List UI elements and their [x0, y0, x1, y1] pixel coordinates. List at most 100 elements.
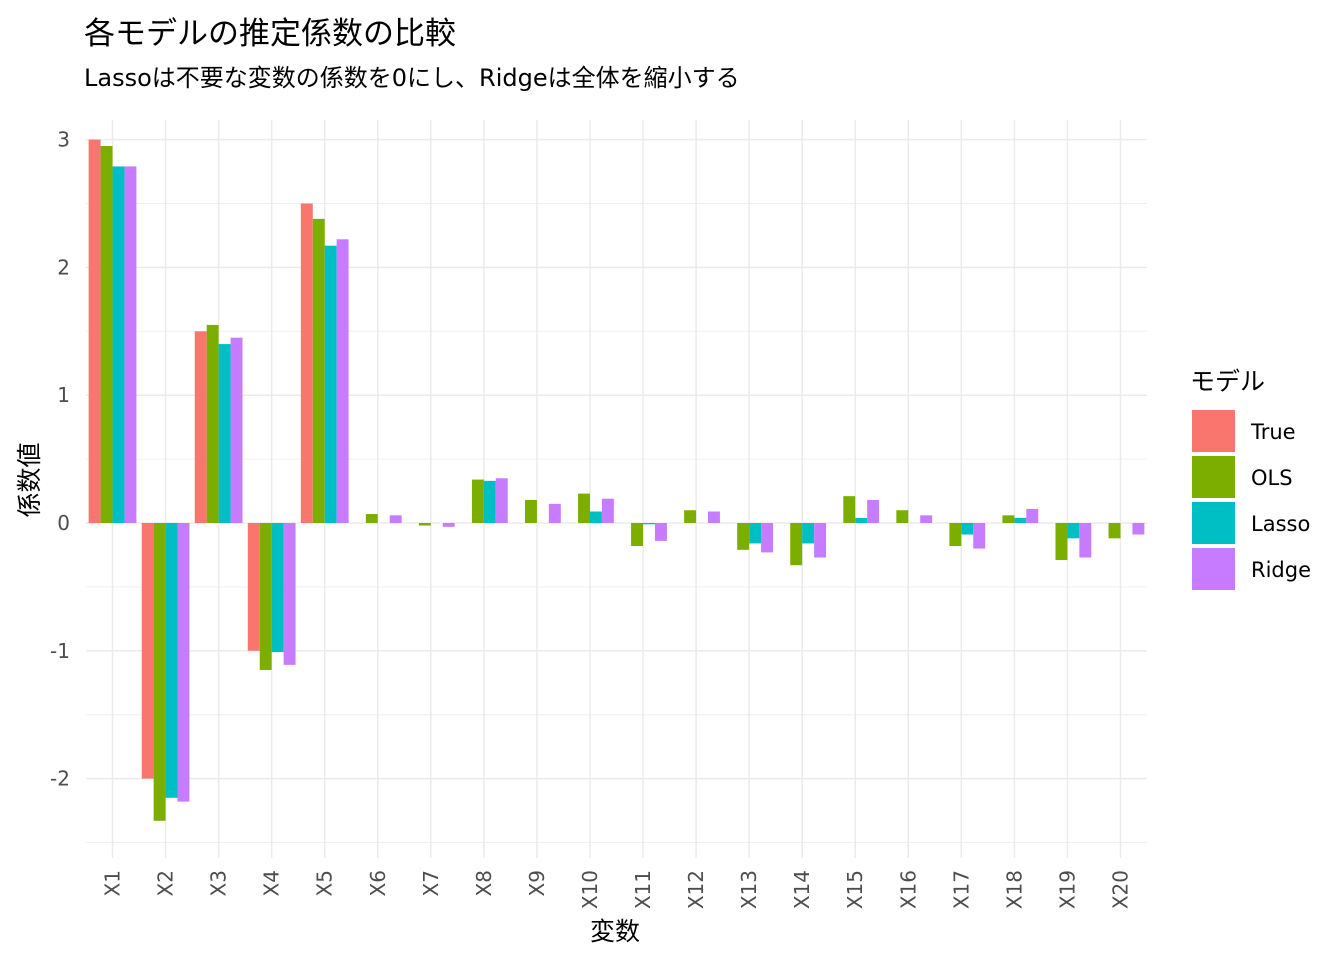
bar-lasso — [271, 523, 284, 653]
x-tick-label: X18 — [1002, 870, 1026, 909]
x-tick-label: X20 — [1108, 870, 1132, 909]
bar-ridge — [708, 511, 720, 523]
x-tick-label: X13 — [737, 870, 761, 909]
x-tick-label: X7 — [419, 870, 443, 896]
bar-true — [141, 523, 154, 779]
x-tick-label: X10 — [578, 870, 602, 909]
bar-ols — [100, 145, 113, 524]
bar-ols — [1002, 515, 1015, 523]
bar-ridge — [761, 523, 773, 553]
bar-ridge — [177, 523, 190, 802]
x-axis-label: 変数 — [590, 917, 640, 946]
bar-ols — [312, 218, 325, 523]
legend-label: Lasso — [1251, 512, 1310, 536]
legend-label: Ridge — [1251, 558, 1311, 582]
legend-swatch — [1192, 410, 1235, 452]
bar-true — [247, 523, 260, 651]
bar-ridge — [442, 523, 455, 527]
bars — [88, 139, 1145, 821]
bar-lasso — [1067, 523, 1080, 539]
x-tick-label: X9 — [525, 870, 549, 896]
x-tick-label: X1 — [101, 870, 125, 896]
legend-swatch — [1192, 502, 1235, 544]
bar-ridge — [920, 515, 933, 523]
bar-ols — [259, 523, 272, 670]
bar-ols — [684, 510, 697, 523]
bar-ols — [949, 523, 962, 547]
bar-lasso — [218, 344, 231, 523]
bar-ridge — [230, 337, 243, 523]
bar-lasso — [165, 523, 178, 798]
bar-ols — [418, 523, 431, 526]
x-tick-label: X11 — [631, 870, 655, 909]
legend-swatch — [1192, 456, 1235, 498]
x-tick-label: X12 — [684, 870, 708, 909]
bar-lasso — [802, 523, 815, 544]
bar-lasso — [1014, 517, 1027, 523]
y-axis: -2 -1 0 1 2 3 — [50, 128, 70, 791]
bar-lasso — [643, 523, 655, 525]
bar-lasso — [749, 523, 762, 544]
bar-ridge — [389, 515, 402, 523]
bar-ridge — [124, 166, 137, 524]
x-tick-label: X2 — [154, 870, 178, 896]
bar-ols — [365, 514, 378, 523]
bar-ols — [153, 523, 166, 821]
legend-swatch — [1192, 548, 1235, 590]
x-tick-label: X14 — [790, 870, 814, 909]
bar-ridge — [548, 503, 561, 523]
x-tick-label: X3 — [207, 870, 231, 896]
x-tick-label: X16 — [896, 870, 920, 909]
bar-ridge — [283, 523, 296, 665]
bar-ols — [1055, 523, 1068, 561]
bar-ridge — [1079, 523, 1092, 558]
bar-lasso — [589, 511, 602, 523]
x-tick-label: X6 — [366, 870, 390, 896]
bar-ols — [524, 499, 537, 523]
chart-title: 各モデルの推定係数の比較 — [84, 16, 456, 52]
bar-lasso — [961, 523, 974, 535]
legend-label: OLS — [1251, 466, 1293, 490]
bar-ridge — [1026, 508, 1039, 523]
x-tick-label: X15 — [843, 870, 867, 909]
bar-ols — [578, 493, 590, 523]
bar-lasso — [112, 166, 125, 524]
x-tick-label: X5 — [313, 870, 337, 896]
bar-true — [194, 331, 207, 523]
y-tick-label: 3 — [57, 128, 70, 152]
y-tick-label: -1 — [50, 639, 70, 663]
bar-ols — [206, 324, 219, 523]
bar-true — [88, 139, 101, 523]
bar-ridge — [973, 523, 986, 549]
bar-ridge — [495, 478, 508, 523]
bar-ols — [1108, 523, 1121, 539]
y-axis-label: 係数値 — [15, 442, 44, 517]
x-tick-label: X19 — [1055, 870, 1079, 909]
legend: モデル True OLS Lasso Ridge — [1190, 367, 1311, 590]
bar-ridge — [336, 239, 349, 523]
x-tick-label: X8 — [472, 870, 496, 896]
bar-lasso — [324, 245, 337, 523]
bar-ols — [896, 510, 909, 523]
y-tick-label: 0 — [57, 511, 70, 535]
x-tick-label: X4 — [260, 870, 284, 896]
bar-ridge — [867, 499, 880, 523]
chart-subtitle: Lassoは不要な変数の係数を0にし、Ridgeは全体を縮小する — [84, 64, 740, 92]
bar-ridge — [601, 498, 614, 523]
x-tick-label: X17 — [949, 870, 973, 909]
y-tick-label: -2 — [50, 767, 70, 791]
bar-ols — [843, 496, 856, 523]
bar-ridge — [814, 523, 827, 558]
bar-ridge — [1132, 523, 1145, 535]
y-tick-label: 2 — [57, 255, 70, 279]
legend-title: モデル — [1190, 367, 1265, 396]
x-axis: X1 X2 X3 X4 X5 X6 X7 X8 X9 X10 X11 X12 X13 X14 X15 X16 X… — [101, 870, 1133, 909]
bar-ols — [631, 523, 644, 547]
bar-ridge — [654, 523, 667, 541]
bar-true — [300, 203, 313, 523]
bar-ols — [737, 523, 750, 550]
bar-lasso — [483, 480, 496, 523]
bar-ols — [471, 479, 484, 523]
grid — [86, 120, 1147, 858]
